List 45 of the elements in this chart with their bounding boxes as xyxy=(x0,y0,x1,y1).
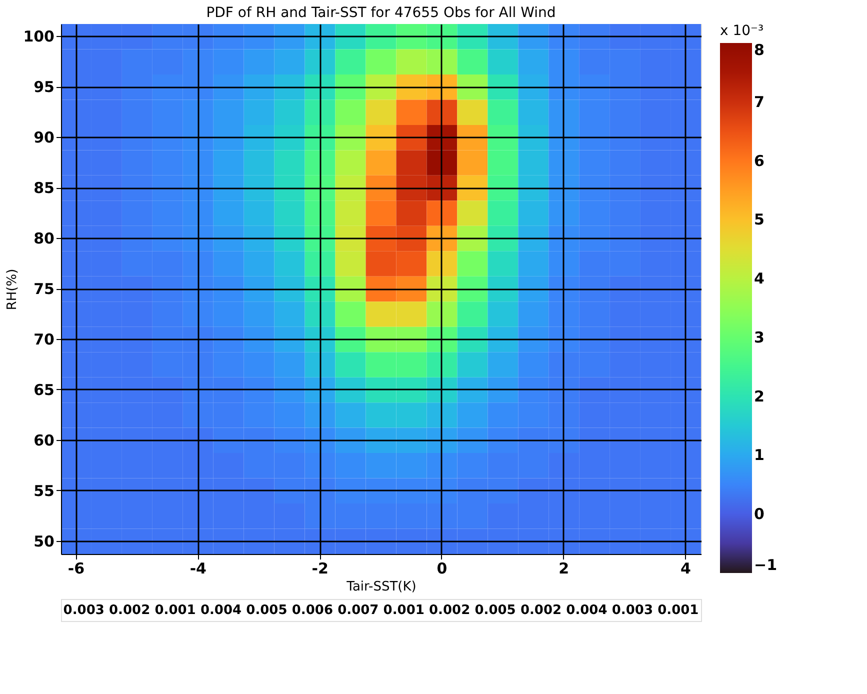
x-tick-label: 0 xyxy=(436,560,448,578)
y-tick-label: 70 xyxy=(34,330,54,348)
color-bar-label: 0 xyxy=(754,505,764,524)
color-bar-label: 8 xyxy=(754,41,764,59)
x-tick-label: -4 xyxy=(190,560,206,578)
y-tick-label: 100 xyxy=(23,28,54,46)
y-tick-label: 75 xyxy=(34,280,54,298)
text: 0.002 xyxy=(109,603,150,618)
y-tick-label: 60 xyxy=(34,431,54,450)
color-bar-label: 1 xyxy=(754,446,764,464)
color-bar-label: 3 xyxy=(754,328,764,346)
y-tick-label: 65 xyxy=(34,380,54,399)
text: 0.004 xyxy=(566,603,608,618)
text: 0.005 xyxy=(246,603,288,618)
y-tick-label: 80 xyxy=(34,230,54,248)
text: 0.004 xyxy=(200,603,242,618)
y-axis-title: RH(%) xyxy=(5,268,20,310)
text: 0.003 xyxy=(63,603,104,618)
y-tick-label: 85 xyxy=(34,179,54,198)
color-bar-title: x 10⁻³ xyxy=(720,23,764,39)
x-axis-title: Tair-SST(K) xyxy=(346,580,416,594)
text: 0.006 xyxy=(292,603,333,618)
x-tick-label: 4 xyxy=(680,560,691,578)
y-tick-label: 50 xyxy=(34,532,54,550)
color-bar-label: 6 xyxy=(754,152,764,170)
chart-title: PDF of RH and Tair-SST for 47655 Obs for All Wind xyxy=(206,5,556,21)
text: 0.002 xyxy=(520,603,562,618)
x-tick-label: -6 xyxy=(68,560,85,578)
x-tick-label: -2 xyxy=(312,560,328,578)
text: 0.001 xyxy=(658,603,699,618)
text: 0.007 xyxy=(338,603,379,618)
y-tick-label: 90 xyxy=(34,128,54,147)
y-tick-label: 95 xyxy=(34,78,54,96)
y-tick-label: 55 xyxy=(34,482,54,500)
text: 0.002 xyxy=(429,603,470,618)
x-tick-label: 2 xyxy=(558,560,570,578)
color-bar-label: 5 xyxy=(754,210,764,229)
color-bar-label: −1 xyxy=(754,556,778,574)
text: 0.001 xyxy=(154,603,196,618)
text: 0.001 xyxy=(383,603,424,618)
text: 0.005 xyxy=(474,603,516,618)
color-bar-label: 2 xyxy=(754,387,764,406)
text: 0.003 xyxy=(612,603,653,618)
color-bar-label: 7 xyxy=(754,92,764,111)
color-bar-label: 4 xyxy=(754,270,764,288)
